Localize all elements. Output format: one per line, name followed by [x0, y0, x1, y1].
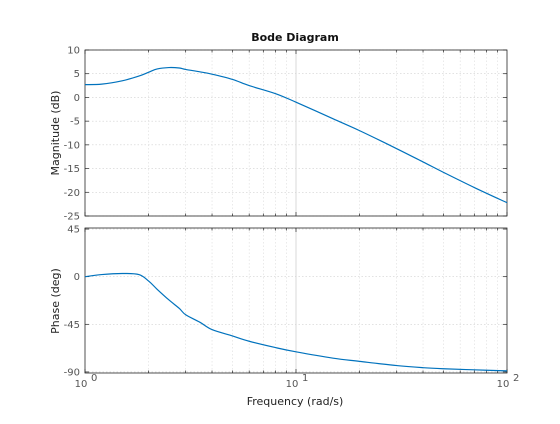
chart-title: Bode Diagram	[251, 31, 339, 44]
magnitude-ticks: 10 5 0 -5 -10 -15 -20 -25	[64, 46, 508, 223]
x-tick-exponent: 0	[91, 373, 97, 384]
phase-y-tick-label: 45	[67, 225, 80, 236]
x-tick-label: 10	[286, 379, 299, 390]
magnitude-y-tick-label: -10	[64, 140, 80, 151]
magnitude-y-tick-label: 10	[67, 46, 80, 57]
magnitude-y-tick-label: 0	[74, 93, 80, 104]
phase-y-tick-label: -90	[64, 367, 80, 378]
phase-ticks: 45 0 -45 -90	[64, 225, 508, 378]
phase-axes-box	[84, 227, 508, 374]
phase-axis-label: Phase (deg)	[49, 268, 62, 334]
magnitude-y-tick-label: -15	[64, 164, 80, 175]
x-tick-label: 10	[75, 379, 88, 390]
magnitude-curve	[84, 66, 508, 204]
magnitude-axis-label: Magnitude (dB)	[49, 91, 62, 176]
x-tick-label: 10	[497, 379, 510, 390]
magnitude-plot	[84, 66, 508, 204]
magnitude-y-tick-label: 5	[74, 69, 80, 80]
phase-y-tick-label: 0	[74, 272, 80, 283]
phase-plot	[84, 272, 508, 372]
magnitude-y-tick-label: -5	[70, 117, 80, 128]
magnitude-panel: 10 5 0 -5 -10 -15 -20 -25 Magnitude (dB)	[49, 46, 508, 223]
frequency-axis-label: Frequency (rad/s)	[247, 395, 344, 408]
phase-curve	[84, 272, 508, 372]
x-tick-exponent: 1	[302, 373, 308, 384]
magnitude-grid	[85, 49, 507, 217]
magnitude-axes-box	[84, 49, 508, 217]
x-tick-exponent: 2	[513, 373, 519, 384]
magnitude-y-tick-label: -20	[64, 188, 80, 199]
magnitude-y-tick-label: -25	[64, 212, 80, 223]
phase-panel: 45 0 -45 -90 Phase (deg)	[49, 225, 508, 378]
phase-y-tick-label: -45	[64, 320, 80, 331]
